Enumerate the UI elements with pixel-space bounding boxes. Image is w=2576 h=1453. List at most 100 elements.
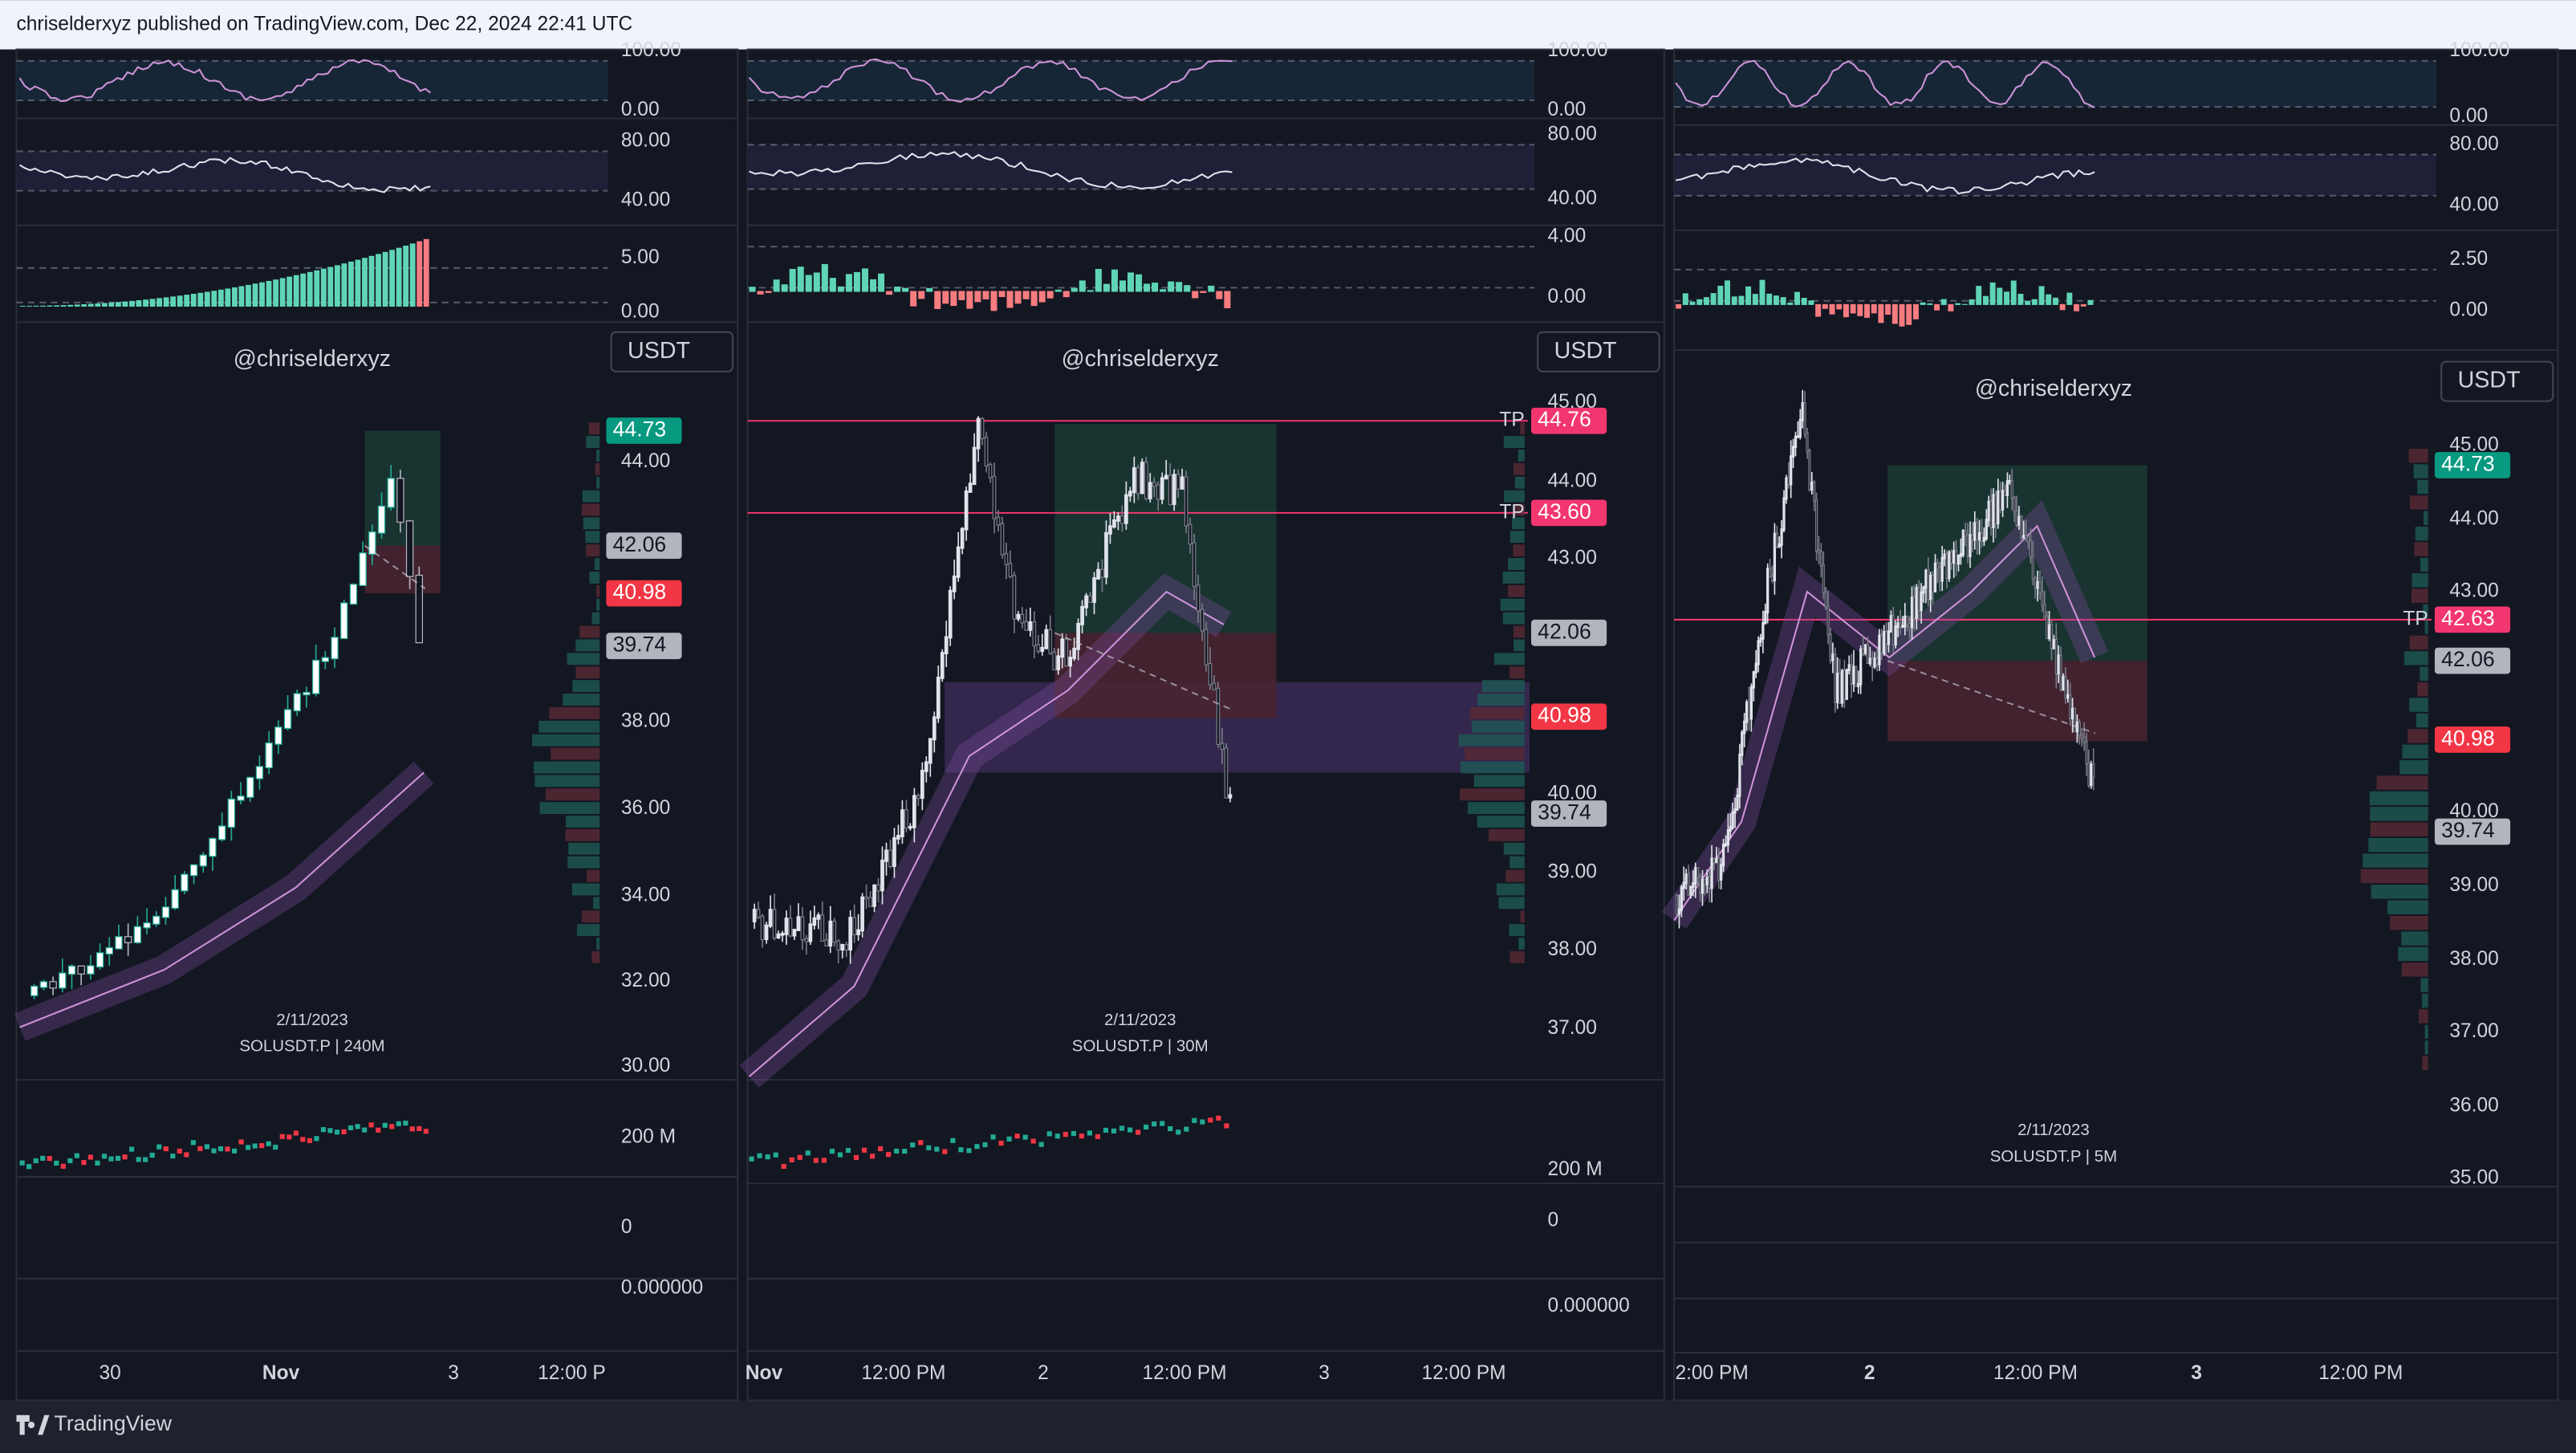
price-tick-label: 35.00: [2449, 1166, 2498, 1188]
volume-profile-bar: [571, 883, 600, 896]
histogram-bar: [934, 291, 941, 309]
volume-profile-bar: [1513, 625, 1525, 638]
candle-body: [1973, 522, 1977, 541]
volume-bar: [286, 1134, 292, 1140]
candle-body: [884, 849, 888, 862]
candle-body: [189, 864, 198, 877]
lower-axis-label: 200 M: [621, 1125, 676, 1147]
candle-body: [1120, 515, 1124, 524]
volume-bar: [368, 1122, 374, 1128]
candle-body: [2043, 603, 2046, 618]
volume-bar: [789, 1157, 794, 1163]
price-tick-label: 45.00: [2449, 433, 2498, 455]
candle-body: [1855, 665, 1858, 687]
candle-body: [2038, 581, 2042, 594]
price-tag-label: TP: [2403, 608, 2428, 629]
candle-body: [274, 726, 282, 745]
candle-body: [1873, 657, 1876, 668]
histogram-bar: [966, 291, 973, 309]
histogram-bar: [1038, 291, 1046, 303]
chart-symbol: SOLUSDT.P | 5M: [1990, 1147, 2118, 1166]
candle-body: [1994, 494, 1997, 525]
candle-body: [1887, 630, 1891, 645]
currency-button: [2440, 360, 2554, 402]
candle-body: [1924, 569, 1928, 589]
volume-profile-bar: [582, 490, 600, 503]
price-tag: [2434, 726, 2511, 753]
candle-body: [1052, 651, 1057, 670]
histogram-bar: [1871, 303, 1877, 314]
histogram-bar: [1885, 303, 1891, 315]
volume-bar: [1160, 1121, 1165, 1126]
volume-profile-bar: [567, 653, 600, 665]
oscillator-band: [747, 60, 1535, 101]
candle-body: [67, 965, 76, 975]
price-tag: [1530, 407, 1607, 434]
volume-bar: [781, 1163, 786, 1170]
position-path: [1887, 660, 2096, 735]
price-tick-label: 38.00: [2449, 948, 2498, 970]
volume-bar: [1014, 1134, 1020, 1139]
candle-body: [2034, 576, 2037, 589]
oscillator-axis-label: 40.00: [1547, 187, 1596, 209]
candle-body: [1694, 867, 1697, 885]
candle-body: [1961, 530, 1965, 556]
histogram-bar: [1843, 303, 1849, 318]
price-tick-label: 37.00: [1547, 1017, 1596, 1039]
price-tick-label: 34.00: [621, 884, 670, 906]
candle-body: [1863, 644, 1867, 654]
candle-body: [1980, 532, 1984, 542]
candle-body: [199, 854, 207, 867]
volume-bar: [19, 1160, 25, 1166]
volume-bar: [259, 1143, 265, 1149]
volume-bar: [60, 1163, 66, 1169]
histogram-bar: [143, 299, 148, 307]
oscillator-axis-label: 2.50: [2449, 248, 2488, 270]
volume-bar: [246, 1145, 251, 1150]
price-tag: [1530, 703, 1607, 731]
volume-profile-bar: [1477, 816, 1525, 828]
volume-profile-bar: [593, 897, 600, 910]
histogram-bar: [998, 291, 1006, 298]
chart-symbol: SOLUSDT.P | 240M: [239, 1037, 384, 1056]
histogram-bar: [1731, 296, 1737, 305]
histogram-bar: [108, 302, 115, 307]
volume-profile-bar: [2409, 635, 2428, 650]
volume-profile-bar: [1509, 950, 1525, 963]
candle-body: [2050, 624, 2054, 649]
candle-body: [1136, 467, 1140, 495]
candle-body: [2066, 694, 2070, 699]
volume-profile-bar: [1513, 544, 1525, 557]
volume-profile-bar: [2411, 573, 2428, 588]
volume-profile-bar: [591, 950, 600, 963]
histogram-bar: [300, 273, 307, 307]
volume-profile-bar: [575, 666, 600, 679]
candle-body: [209, 837, 217, 857]
chart-date: 2/11/2023: [2017, 1121, 2090, 1139]
histogram-bar: [67, 304, 74, 307]
volume-profile-bar: [539, 802, 600, 815]
candle-body: [1822, 564, 1825, 594]
histogram-bar: [2031, 299, 2038, 305]
price-tick-label: 38.00: [621, 710, 670, 731]
candle-body: [1080, 605, 1084, 625]
histogram-bar: [2038, 286, 2045, 305]
candle-body: [1224, 747, 1229, 799]
histogram-bar: [26, 305, 32, 307]
histogram-bar: [163, 297, 169, 307]
volume-profile-bar: [2409, 698, 2428, 712]
candle-body: [1220, 743, 1225, 751]
price-tick-label: 37.00: [2449, 1020, 2498, 1042]
volume-profile-bar: [2416, 713, 2428, 728]
volume-bar: [101, 1154, 108, 1159]
price-tag: [2434, 818, 2511, 845]
volume-bar: [1071, 1130, 1076, 1137]
candle-body: [49, 981, 57, 989]
oscillator-axis-label: 80.00: [1547, 123, 1596, 144]
volume-bar: [1144, 1124, 1149, 1130]
volume-profile-bar: [2423, 604, 2428, 619]
volume-bar: [396, 1121, 401, 1126]
candle-body: [2090, 763, 2093, 787]
price-tag: [2434, 452, 2511, 478]
candle-body: [840, 943, 845, 951]
